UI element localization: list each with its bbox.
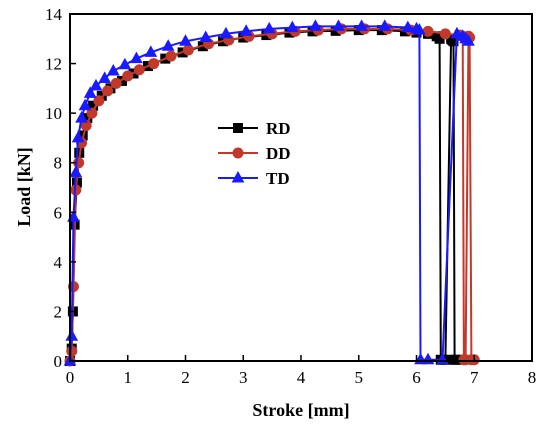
y-tick-label: 0	[54, 352, 63, 371]
series-td-point	[285, 20, 299, 33]
series-td-point	[179, 34, 192, 46]
series-dd	[64, 23, 480, 367]
legend-item-td: TD	[218, 169, 290, 188]
series-layer	[63, 19, 480, 367]
series-td-point	[83, 86, 97, 98]
y-tick-label: 6	[54, 203, 63, 222]
series-dd-point	[422, 25, 434, 37]
y-tick-label: 4	[54, 253, 63, 272]
series-dd-point	[439, 28, 451, 40]
series-td-point	[262, 21, 276, 34]
series-td-point	[199, 30, 213, 43]
series-dd-point	[102, 85, 114, 97]
x-axis-title: Stroke [mm]	[252, 400, 349, 420]
x-tick-label: 2	[181, 368, 190, 387]
series-td-point	[89, 78, 103, 91]
series-td-point	[98, 71, 111, 83]
legend-label-td: TD	[266, 169, 290, 188]
series-td-point	[161, 39, 175, 51]
y-tick-label: 10	[45, 104, 62, 123]
series-td-point	[309, 19, 322, 31]
legend-item-rd: RD	[218, 119, 291, 138]
series-td-point	[71, 130, 85, 143]
y-axis-title: Load [kN]	[14, 147, 34, 227]
legend-label-rd: RD	[266, 119, 291, 138]
series-dd-point	[93, 95, 105, 107]
series-dd-point	[122, 70, 134, 82]
x-tick-label: 1	[124, 368, 133, 387]
series-td-point	[106, 63, 120, 76]
series-td-point	[75, 111, 88, 123]
series-td-point	[65, 329, 79, 341]
series-dd-point	[110, 77, 122, 89]
series-td-point	[332, 19, 345, 31]
series-td-point	[239, 24, 253, 36]
series-td	[63, 19, 475, 366]
y-tick-label: 2	[54, 302, 63, 321]
x-tick-label: 3	[239, 368, 248, 387]
legend-marker-td	[231, 170, 245, 183]
series-dd-point	[133, 64, 145, 76]
series-td-point	[355, 19, 368, 31]
x-tick-label: 6	[412, 368, 421, 387]
legend: RD DD TD	[218, 119, 291, 188]
series-td-point	[144, 45, 158, 57]
series-dd-point	[165, 50, 177, 62]
y-tick-label: 14	[45, 5, 63, 24]
x-tick-label: 0	[66, 368, 75, 387]
legend-item-dd: DD	[218, 144, 291, 163]
series-dd-point	[148, 58, 160, 70]
legend-marker-rd	[233, 123, 243, 133]
legend-label-dd: DD	[266, 144, 291, 163]
series-td-point	[421, 352, 435, 365]
x-tick-label: 4	[297, 368, 306, 387]
y-tick-label: 12	[45, 55, 62, 74]
series-td-point	[462, 34, 475, 46]
series-dd-point	[86, 107, 98, 119]
x-tick-label: 5	[355, 368, 364, 387]
series-td-point	[219, 26, 233, 39]
series-td-point	[378, 19, 392, 31]
x-tick-label: 7	[470, 368, 479, 387]
series-td-point	[130, 51, 143, 64]
series-td-point	[413, 23, 426, 35]
series-td-point	[78, 98, 92, 111]
series-dd-point	[182, 44, 194, 56]
y-tick-label: 8	[54, 154, 63, 173]
series-td-point	[69, 165, 83, 178]
series-td-point	[401, 20, 415, 33]
x-tick-label: 8	[528, 368, 537, 387]
series-td-point	[118, 57, 132, 70]
legend-marker-dd	[232, 147, 244, 159]
